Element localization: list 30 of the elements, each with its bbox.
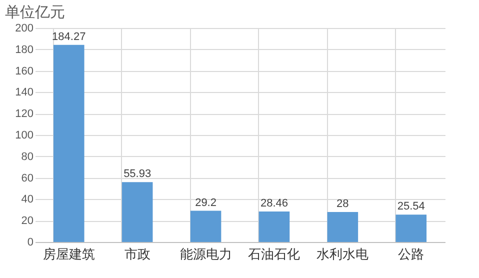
data-label: 28.46 <box>260 198 288 210</box>
bar <box>122 182 153 242</box>
x-tick-label: 市政 <box>124 246 150 262</box>
x-tick-label: 房屋建筑 <box>42 246 95 262</box>
chart-title: 单位亿元 <box>5 4 65 21</box>
y-tick-label: 140 <box>15 86 34 99</box>
y-tick-label: 40 <box>21 194 34 206</box>
data-label: 29.2 <box>195 196 216 209</box>
y-tick-label: 0 <box>27 236 34 248</box>
bar <box>53 44 84 242</box>
y-tick-label: 60 <box>21 172 34 184</box>
data-label: 28 <box>336 198 349 210</box>
y-tick-label: 200 <box>15 22 34 34</box>
x-tick-label: 石油石化 <box>248 246 300 262</box>
x-tick-label: 公路 <box>398 246 424 262</box>
bar <box>327 212 358 242</box>
data-label: 25.54 <box>397 200 425 213</box>
bar <box>396 214 427 242</box>
y-tick-label: 20 <box>21 215 34 228</box>
y-tick-label: 120 <box>15 108 34 120</box>
y-tick-label: 100 <box>15 130 34 142</box>
data-label: 55.93 <box>124 168 152 180</box>
y-tick-label: 160 <box>15 65 34 78</box>
y-tick-label: 180 <box>15 44 34 56</box>
y-tick-label: 80 <box>21 150 34 163</box>
bar <box>258 212 290 242</box>
bar <box>190 210 222 242</box>
x-tick-label: 能源电力 <box>180 246 232 262</box>
x-tick-label: 水利水电 <box>316 246 369 262</box>
data-label: 184.27 <box>52 30 86 43</box>
